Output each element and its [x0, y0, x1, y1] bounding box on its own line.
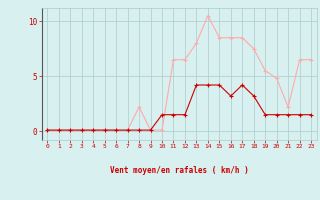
X-axis label: Vent moyen/en rafales ( km/h ): Vent moyen/en rafales ( km/h ) [110, 166, 249, 175]
